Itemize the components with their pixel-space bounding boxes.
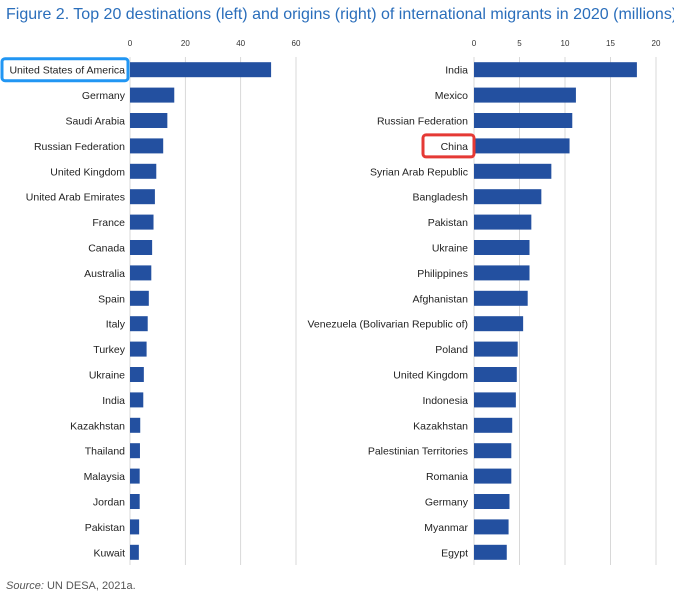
bar [130, 443, 140, 459]
category-label: France [92, 217, 125, 229]
bar [474, 392, 516, 408]
bar [130, 138, 164, 154]
source-text: UN DESA, 2021a. [46, 580, 136, 592]
bar [474, 519, 509, 535]
bar [130, 494, 140, 509]
bar [130, 214, 154, 230]
category-label: China [441, 141, 469, 153]
bar [130, 341, 147, 357]
category-label: Italy [106, 319, 126, 331]
category-label: United States of America [9, 65, 125, 77]
category-label: India [445, 65, 468, 77]
category-label: Ukraine [432, 243, 468, 255]
category-label: Myanmar [424, 522, 468, 534]
bar [474, 138, 570, 154]
bar [130, 367, 144, 382]
bar [474, 316, 524, 332]
bar [474, 265, 530, 281]
bar [474, 544, 507, 560]
x-tick-label: 20 [652, 39, 661, 48]
category-label: Malaysia [84, 471, 126, 483]
bar [474, 290, 528, 306]
bar [474, 443, 512, 459]
category-label: Kazakhstan [413, 420, 468, 432]
category-label: Palestinian Territories [368, 446, 468, 458]
category-label: Kazakhstan [70, 420, 125, 432]
x-tick-label: 60 [292, 39, 301, 48]
bar [474, 367, 517, 382]
category-label: Canada [88, 243, 125, 255]
category-label: Romania [426, 471, 468, 483]
bar [474, 341, 518, 357]
bar [130, 468, 140, 484]
bar [130, 417, 141, 433]
source-label: Source: [6, 580, 44, 592]
category-label: Jordan [93, 497, 125, 509]
bar [130, 87, 175, 103]
category-label: Poland [435, 344, 468, 356]
bar [474, 87, 576, 103]
category-label: Bangladesh [413, 192, 469, 204]
bar [130, 189, 155, 205]
x-tick-label: 20 [181, 39, 190, 48]
category-label: Philippines [417, 268, 468, 280]
highlight-box [0, 57, 130, 83]
category-label: Venezuela (Bolivarian Republic of) [307, 319, 468, 331]
x-tick-label: 0 [472, 39, 477, 48]
category-label: Afghanistan [413, 293, 469, 305]
category-label: Germany [82, 90, 126, 102]
bar [130, 519, 140, 535]
bar [474, 468, 512, 484]
category-label: Pakistan [85, 522, 125, 534]
bar [130, 163, 157, 179]
x-tick-label: 10 [561, 39, 570, 48]
category-label: Turkey [93, 344, 125, 356]
x-tick-label: 40 [236, 39, 245, 48]
category-label: Australia [84, 268, 125, 280]
bar [474, 163, 552, 179]
category-label: United Arab Emirates [26, 192, 125, 204]
bar [130, 62, 272, 78]
bar [130, 290, 149, 306]
category-label: Kuwait [93, 547, 125, 559]
category-label: Syrian Arab Republic [370, 166, 468, 178]
category-label: India [102, 395, 125, 407]
source-note: Source: UN DESA, 2021a. [6, 580, 136, 592]
category-label: United Kingdom [50, 166, 125, 178]
category-label: Saudi Arabia [65, 116, 125, 128]
bar [130, 316, 148, 332]
category-label: Spain [98, 293, 125, 305]
bar [474, 113, 573, 128]
category-label: Pakistan [428, 217, 468, 229]
category-label: Ukraine [89, 370, 125, 382]
bar [130, 265, 152, 281]
category-label: Russian Federation [34, 141, 125, 153]
bar [130, 544, 139, 560]
category-label: Thailand [85, 446, 125, 458]
category-label: United Kingdom [393, 370, 468, 382]
highlight-box [421, 133, 476, 159]
category-label: Mexico [435, 90, 468, 102]
category-label: Germany [425, 497, 469, 509]
x-tick-label: 15 [606, 39, 615, 48]
bar [130, 113, 168, 128]
bar [130, 392, 144, 408]
bar [130, 240, 153, 255]
x-tick-label: 0 [128, 39, 133, 48]
bar [474, 189, 542, 205]
bar [474, 240, 530, 255]
bar [474, 494, 510, 509]
x-tick-label: 5 [517, 39, 522, 48]
bar [474, 417, 513, 433]
category-label: Indonesia [422, 395, 468, 407]
category-label: Egypt [441, 547, 468, 559]
category-label: Russian Federation [377, 116, 468, 128]
figure-title: Figure 2. Top 20 destinations (left) and… [6, 6, 674, 23]
bar [474, 62, 637, 78]
bar [474, 214, 532, 230]
